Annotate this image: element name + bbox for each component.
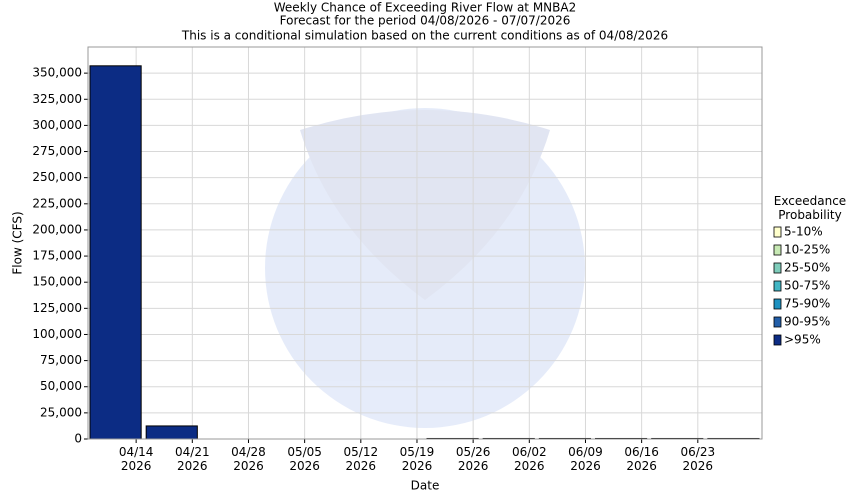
y-tick-label: 300,000: [32, 118, 82, 132]
y-tick-label: 25,000: [40, 405, 82, 419]
chart-subtitle: This is a conditional simulation based o…: [181, 29, 668, 43]
y-tick-label: 100,000: [32, 327, 82, 341]
legend-swatch: [773, 334, 782, 346]
y-axis-label: Flow (CFS): [11, 211, 25, 274]
legend-label: 25-50%: [784, 261, 830, 275]
legend-title: Exceedance Probability: [774, 194, 846, 222]
x-tick-label: 06/02 2026: [512, 445, 547, 473]
legend-label: >95%: [784, 333, 821, 347]
x-tick-label: 06/23 2026: [681, 445, 716, 473]
x-tick-label: 05/19 2026: [400, 445, 435, 473]
legend-swatch: [773, 298, 782, 310]
legend-label: 10-25%: [784, 243, 830, 257]
y-tick-label: 225,000: [32, 196, 82, 210]
x-tick-label: 06/09 2026: [568, 445, 603, 473]
legend-swatch: [773, 244, 782, 256]
legend-swatch: [773, 316, 782, 328]
y-tick-label: 200,000: [32, 222, 82, 236]
x-tick-label: 04/14 2026: [119, 445, 154, 473]
y-tick-label: 125,000: [32, 301, 82, 315]
legend-swatch: [773, 226, 782, 238]
legend-swatch: [773, 262, 782, 274]
legend-label: 90-95%: [784, 315, 830, 329]
chart-subtitle: Forecast for the period 04/08/2026 - 07/…: [280, 14, 571, 28]
chart-title: Weekly Chance of Exceeding River Flow at…: [274, 1, 576, 15]
y-tick-label: 75,000: [40, 353, 82, 367]
x-tick-label: 04/28 2026: [231, 445, 266, 473]
y-tick-label: 325,000: [32, 92, 82, 106]
y-tick-label: 150,000: [32, 275, 82, 289]
x-tick-label: 06/16 2026: [624, 445, 659, 473]
watermark: [265, 108, 585, 428]
y-tick-label: 350,000: [32, 66, 82, 80]
legend-swatch: [773, 280, 782, 292]
bar-segment: [89, 65, 142, 440]
bar-segment: [145, 425, 198, 440]
legend-label: 5-10%: [784, 225, 823, 239]
y-tick-label: 0: [74, 432, 82, 446]
x-tick-label: 05/12 2026: [344, 445, 379, 473]
x-axis-label: Date: [411, 479, 440, 493]
legend-label: 50-75%: [784, 279, 830, 293]
x-tick-label: 05/05 2026: [287, 445, 322, 473]
x-tick-label: 05/26 2026: [456, 445, 491, 473]
y-tick-label: 50,000: [40, 379, 82, 393]
legend-label: 75-90%: [784, 297, 830, 311]
y-tick-label: 175,000: [32, 249, 82, 263]
y-tick-label: 250,000: [32, 170, 82, 184]
plot-frame: [87, 46, 763, 440]
x-tick-label: 04/21 2026: [175, 445, 210, 473]
y-tick-label: 275,000: [32, 144, 82, 158]
